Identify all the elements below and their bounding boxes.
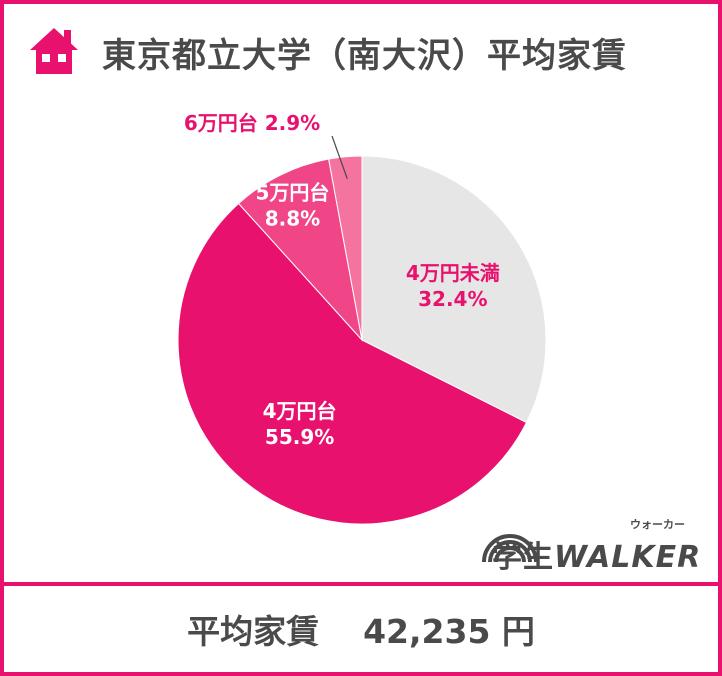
slice-category: 4万円未満: [406, 261, 500, 285]
pie-slice: [328, 155, 363, 341]
logo-arc-icon: [482, 534, 538, 563]
pie-slice: [177, 202, 528, 525]
slice-percent: 55.9%: [265, 425, 334, 449]
gakusei-walker-logo: 学生WALKER ウォーカー: [478, 510, 700, 575]
house-icon: [28, 24, 80, 80]
header: 東京都立大学（南大沢）平均家賃: [28, 22, 627, 82]
slice-label: 4万円未満 32.4%: [406, 261, 500, 311]
logo-reading: ウォーカー: [630, 518, 685, 531]
slice-percent: 32.4%: [418, 287, 487, 311]
slice-category: 4万円台: [263, 399, 337, 423]
slice-label: 5万円台 8.8%: [255, 180, 329, 230]
pie-slice: [361, 155, 547, 424]
logo-wordmark: 学生WALKER: [492, 540, 702, 575]
average-rent-footer: 平均家賃 42,235 円: [0, 586, 722, 672]
footer-divider: [0, 582, 722, 586]
pie-slice: [237, 158, 363, 342]
average-rent-value: 42,235 円: [363, 612, 535, 651]
slice-label: 4万円台 55.9%: [263, 399, 337, 449]
slice-percent: 8.8%: [265, 206, 320, 230]
slice-label: 6万円台 2.9%: [184, 111, 320, 135]
slice-label-text: 6万円台 2.9%: [184, 111, 320, 135]
small-slice-callout-line: [331, 135, 348, 179]
slice-category: 5万円台: [255, 180, 329, 204]
average-rent-label: 平均家賃: [187, 612, 320, 651]
page-title: 東京都立大学（南大沢）平均家賃: [102, 35, 627, 76]
